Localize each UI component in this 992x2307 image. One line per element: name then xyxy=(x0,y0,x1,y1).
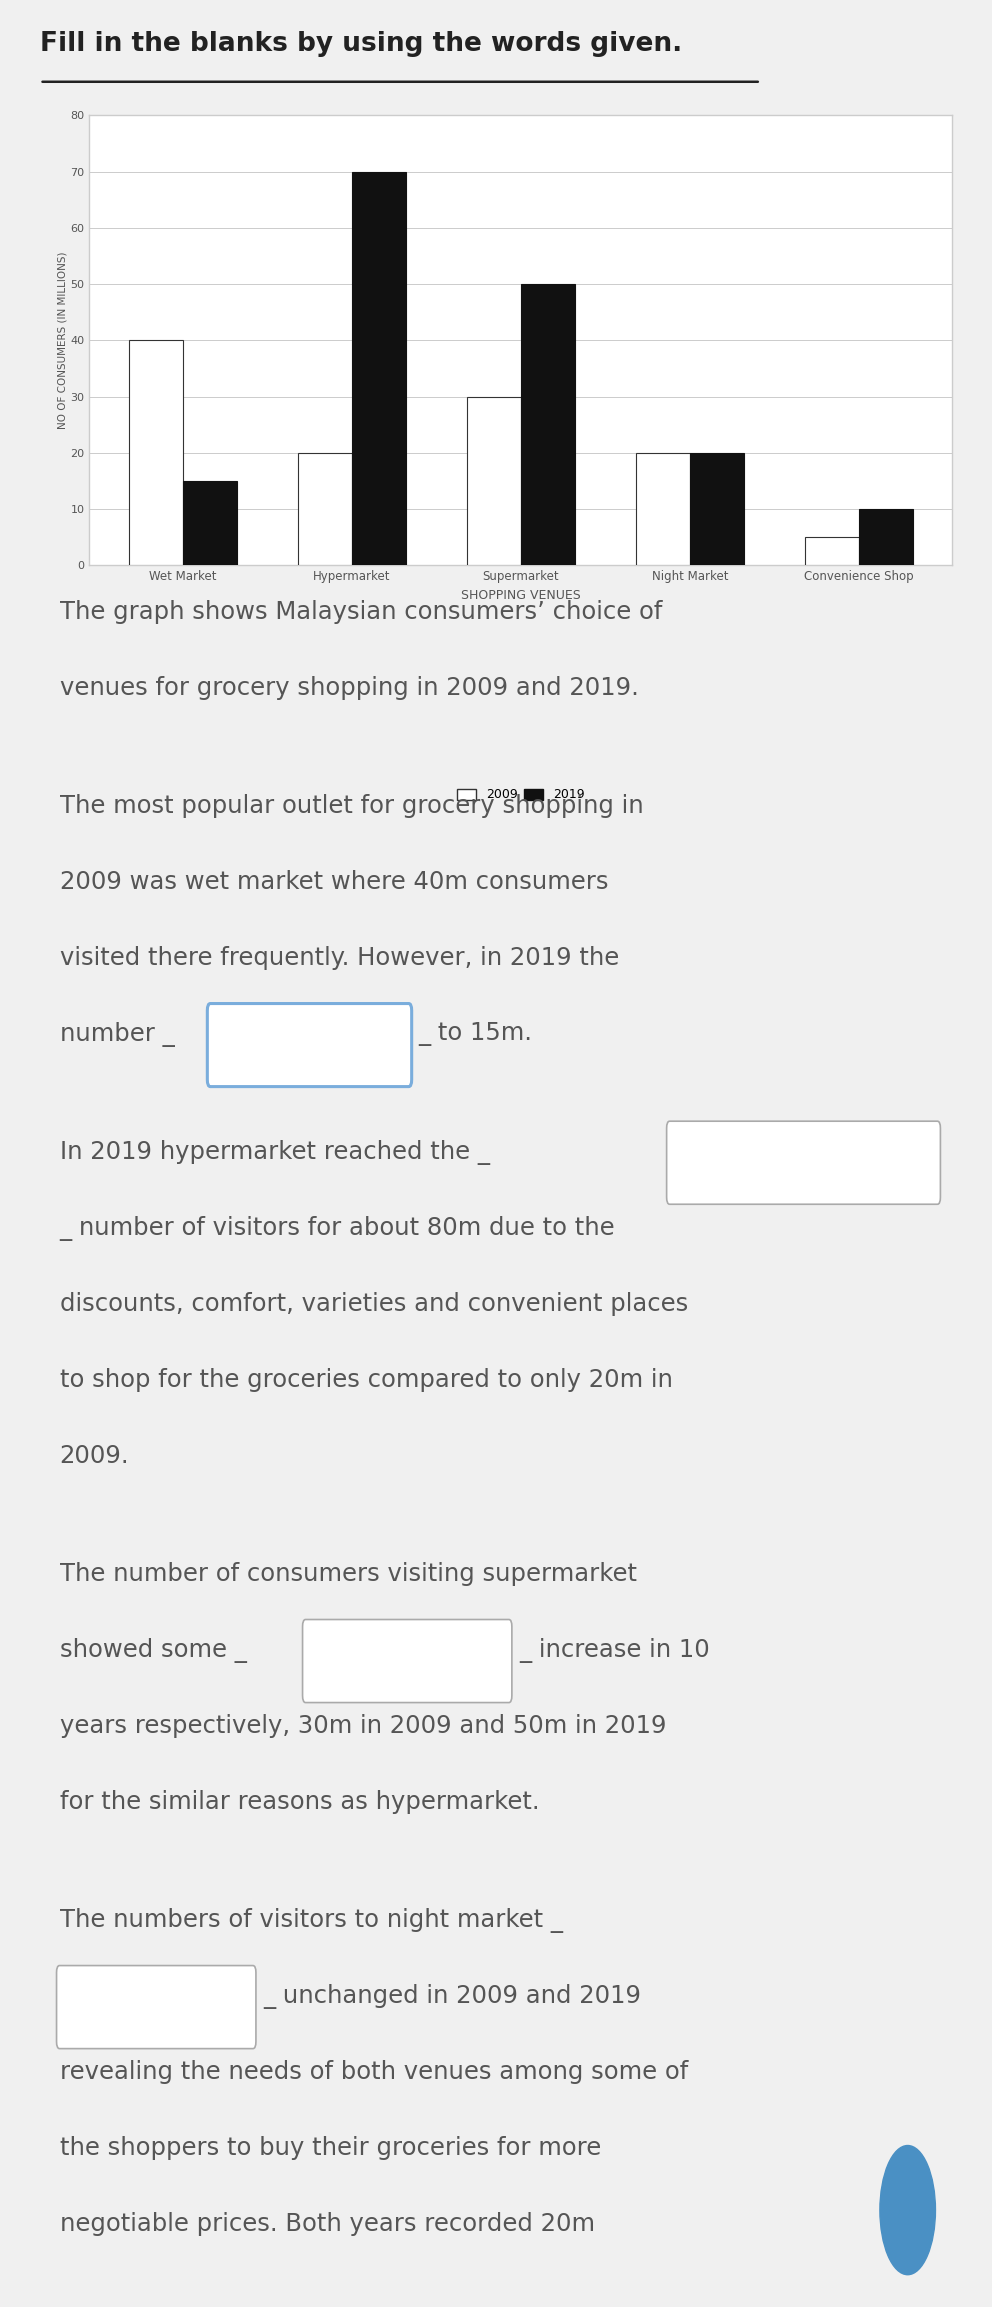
Text: discounts, comfort, varieties and convenient places: discounts, comfort, varieties and conven… xyxy=(60,1292,687,1315)
Text: to shop for the groceries compared to only 20m in: to shop for the groceries compared to on… xyxy=(60,1368,673,1391)
Text: visited there frequently. However, in 2019 the: visited there frequently. However, in 20… xyxy=(60,946,619,969)
Text: years respectively, 30m in 2009 and 50m in 2019: years respectively, 30m in 2009 and 50m … xyxy=(60,1714,666,1737)
Text: the shoppers to buy their groceries for more: the shoppers to buy their groceries for … xyxy=(60,2136,601,2159)
Text: venues for grocery shopping in 2009 and 2019.: venues for grocery shopping in 2009 and … xyxy=(60,676,639,699)
Text: revealing the needs of both venues among some of: revealing the needs of both venues among… xyxy=(60,2060,687,2083)
Bar xyxy=(689,452,744,565)
Bar xyxy=(298,452,352,565)
Text: ▲
▼: ▲ ▼ xyxy=(484,1656,490,1666)
Bar xyxy=(521,284,575,565)
Text: ↑: ↑ xyxy=(899,2201,917,2219)
Bar xyxy=(129,339,183,565)
Text: _ unchanged in 2009 and 2019: _ unchanged in 2009 and 2019 xyxy=(263,1984,641,2009)
Text: The most popular outlet for grocery shopping in: The most popular outlet for grocery shop… xyxy=(60,794,643,817)
Text: showed some _: showed some _ xyxy=(60,1638,246,1663)
Text: In 2019 hypermarket reached the _: In 2019 hypermarket reached the _ xyxy=(60,1140,489,1165)
Bar xyxy=(352,171,406,565)
Text: The numbers of visitors to night market _: The numbers of visitors to night market … xyxy=(60,1908,562,1933)
Bar xyxy=(466,397,521,565)
Text: The graph shows Malaysian consumers’ choice of: The graph shows Malaysian consumers’ cho… xyxy=(60,600,662,623)
Bar xyxy=(805,538,859,565)
Text: _ increase in 10: _ increase in 10 xyxy=(519,1638,709,1663)
X-axis label: SHOPPING VENUES: SHOPPING VENUES xyxy=(461,588,580,602)
Text: 2009 was wet market where 40m consumers: 2009 was wet market where 40m consumers xyxy=(60,870,608,893)
Text: _ to 15m.: _ to 15m. xyxy=(419,1022,533,1045)
Text: negotiable prices. Both years recorded 20m: negotiable prices. Both years recorded 2… xyxy=(60,2212,594,2235)
Text: ▲
▼: ▲ ▼ xyxy=(228,2002,234,2012)
Bar xyxy=(636,452,689,565)
Y-axis label: NO OF CONSUMERS (IN MILLIONS): NO OF CONSUMERS (IN MILLIONS) xyxy=(58,251,67,429)
Text: The number of consumers visiting supermarket: The number of consumers visiting superma… xyxy=(60,1562,637,1585)
Text: 2009.: 2009. xyxy=(60,1444,129,1467)
Text: Fill in the blanks by using the words given.: Fill in the blanks by using the words gi… xyxy=(40,30,682,58)
Bar xyxy=(183,480,237,565)
Text: _ number of visitors for about 80m due to the: _ number of visitors for about 80m due t… xyxy=(60,1216,615,1241)
Legend: 2009, 2019: 2009, 2019 xyxy=(452,784,589,807)
Text: number _: number _ xyxy=(60,1022,175,1047)
Text: ▲
▼: ▲ ▼ xyxy=(384,1040,390,1050)
Text: ▲
▼: ▲ ▼ xyxy=(913,1158,919,1167)
Bar xyxy=(859,510,913,565)
Text: for the similar reasons as hypermarket.: for the similar reasons as hypermarket. xyxy=(60,1790,539,1813)
